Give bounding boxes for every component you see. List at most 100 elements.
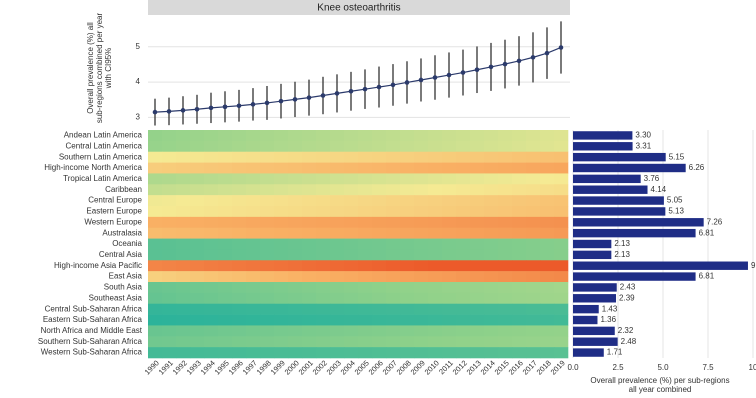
heat-cell: [218, 303, 233, 315]
data-label: 2.39: [619, 293, 635, 302]
row-label: South Asia: [104, 283, 143, 292]
heat-cell: [372, 151, 387, 163]
heat-cell: [330, 140, 345, 153]
heat-cell: [232, 336, 247, 348]
heat-cell: [400, 325, 415, 337]
heat-cell: [456, 347, 471, 359]
heat-cell: [526, 238, 541, 250]
heat-cell: [456, 173, 471, 185]
heat-cell: [288, 325, 303, 337]
heat-cell: [274, 292, 289, 305]
data-label: 6.81: [699, 272, 715, 281]
row-label: Southern Latin America: [59, 152, 143, 161]
heat-cell: [554, 347, 569, 359]
row-label: Australasia: [102, 228, 142, 237]
heat-cell: [204, 347, 219, 359]
heat-cell: [190, 140, 205, 153]
heat-cell: [274, 282, 289, 294]
heat-cell: [316, 336, 331, 348]
y-axis-label-line: Overall prevalence (%) all: [86, 22, 95, 114]
heat-cell: [498, 162, 513, 174]
heat-cell: [330, 130, 345, 142]
heat-cell: [302, 238, 317, 250]
heat-cell: [162, 140, 177, 153]
heat-cell: [232, 140, 247, 153]
heat-cell: [358, 140, 373, 153]
row-label: Central Asia: [99, 250, 143, 259]
heat-cell: [190, 314, 205, 326]
heat-cell: [386, 325, 401, 337]
heat-cell: [372, 347, 387, 359]
heat-cell: [512, 336, 527, 348]
heat-cell: [358, 292, 373, 305]
heat-cell: [512, 314, 527, 326]
heat-cell: [148, 184, 163, 196]
heat-cell: [218, 347, 233, 359]
heat-cell: [232, 347, 247, 359]
point: [460, 70, 466, 75]
row-label: Andean Latin America: [64, 131, 143, 140]
heat-cell: [414, 303, 429, 315]
heat-cell: [484, 238, 499, 250]
heat-cell: [190, 238, 205, 250]
heat-cell: [246, 292, 261, 305]
heat-cell: [526, 206, 541, 218]
heat-cell: [540, 195, 555, 207]
heat-cell: [274, 336, 289, 348]
heat-cell: [204, 314, 219, 326]
heat-cell: [498, 292, 513, 305]
heat-cell: [442, 173, 457, 185]
heat-cell: [246, 173, 261, 185]
x-axis-label: all year combined: [629, 385, 692, 394]
point: [180, 108, 186, 113]
point: [488, 64, 494, 70]
heat-cell: [204, 206, 219, 218]
heat-cell: [344, 227, 359, 239]
heat-cell: [232, 325, 247, 337]
heat-cell: [386, 151, 401, 163]
heat-cell: [344, 151, 359, 163]
heat-cell: [470, 336, 485, 348]
heat-cell: [526, 292, 541, 305]
heat-cell: [512, 238, 527, 250]
heat-cell: [512, 292, 527, 305]
y-axis-label: Overall prevalence (%) allsub-regions co…: [86, 13, 113, 124]
heat-cell: [232, 260, 247, 272]
heat-cell: [232, 173, 247, 185]
heat-cell: [470, 260, 485, 272]
heat-cell: [218, 271, 233, 283]
heat-cell: [414, 292, 429, 305]
heat-cell: [498, 151, 513, 163]
heat-cell: [428, 314, 443, 326]
heat-cell: [148, 303, 163, 315]
heat-cell: [302, 130, 317, 142]
heat-cell: [400, 216, 415, 229]
heat-cell: [176, 325, 191, 337]
data-label: 2.13: [614, 250, 630, 259]
heat-cell: [512, 216, 527, 229]
heat-cell: [190, 347, 205, 359]
heat-cell: [428, 162, 443, 174]
heat-cell: [288, 162, 303, 174]
heat-cell: [344, 195, 359, 207]
heat-cell: [512, 271, 527, 283]
bar: [573, 185, 648, 194]
heat-cell: [162, 130, 177, 142]
bar: [573, 337, 618, 346]
data-label: 1.36: [600, 315, 616, 324]
row-label: Eastern Europe: [86, 207, 142, 216]
heat-cell: [358, 282, 373, 294]
heat-cell: [316, 292, 331, 305]
heat-cell: [148, 140, 163, 153]
heat-cell: [372, 260, 387, 272]
heat-cell: [512, 130, 527, 142]
heat-cell: [442, 195, 457, 207]
heat-cell: [512, 151, 527, 163]
data-label: 9.72: [751, 261, 756, 270]
heat-cell: [288, 314, 303, 326]
heat-cell: [274, 303, 289, 315]
heat-cell: [540, 184, 555, 196]
point: [278, 98, 284, 104]
heat-cell: [512, 347, 527, 359]
